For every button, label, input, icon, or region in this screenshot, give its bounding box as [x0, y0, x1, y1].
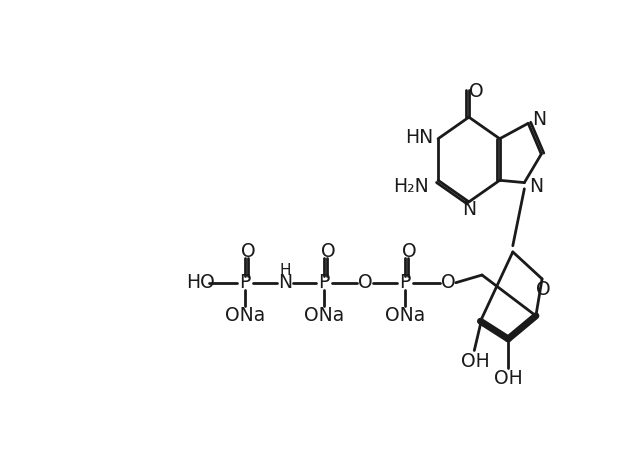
Text: O: O — [358, 273, 372, 292]
Text: ONa: ONa — [225, 307, 265, 325]
Text: P: P — [239, 273, 250, 292]
Text: HN: HN — [405, 128, 433, 147]
Text: OH: OH — [461, 352, 490, 371]
Text: N: N — [278, 273, 292, 292]
Text: H₂N: H₂N — [393, 177, 429, 196]
Text: N: N — [532, 110, 546, 129]
Text: HO: HO — [187, 273, 215, 292]
Text: O: O — [241, 243, 256, 262]
Text: ONa: ONa — [385, 307, 425, 325]
Text: P: P — [319, 273, 330, 292]
Text: H: H — [279, 263, 291, 278]
Text: O: O — [321, 243, 335, 262]
Text: O: O — [469, 82, 484, 101]
Text: O: O — [441, 273, 456, 292]
Text: O: O — [401, 243, 416, 262]
Text: ONa: ONa — [304, 307, 344, 325]
Text: N: N — [462, 200, 476, 219]
Text: P: P — [399, 273, 411, 292]
Text: O: O — [536, 280, 551, 299]
Text: OH: OH — [494, 369, 522, 388]
Text: N: N — [529, 177, 543, 196]
